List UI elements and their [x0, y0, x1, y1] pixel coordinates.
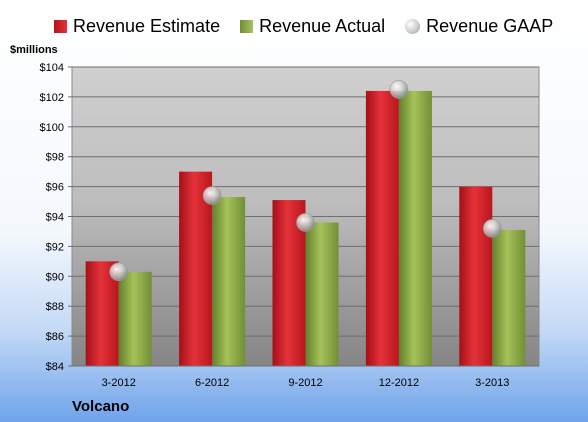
bar-revenue-actual — [305, 222, 339, 366]
plot-area: $84 $86 $88 $90 $92 $94 $96 $98 $100 $102 $104 3-20… — [40, 62, 540, 389]
x-tick-label: 6-2012 — [195, 377, 229, 389]
x-tick-label: 12-2012 — [379, 377, 419, 389]
bar-revenue-actual — [118, 271, 152, 366]
y-axis-unit-label: $millions — [10, 44, 58, 56]
marker-revenue-gaap — [109, 262, 128, 282]
y-tick-label: $98 — [46, 152, 64, 164]
legend-label-estimate: Revenue Estimate — [73, 16, 221, 36]
legend-item-actual: Revenue Actual — [240, 16, 385, 37]
bar-revenue-actual — [492, 229, 526, 366]
marker-revenue-gaap — [202, 186, 222, 205]
bar-revenue-estimate — [179, 171, 213, 366]
x-tick-label: 3-2012 — [102, 377, 136, 389]
y-tick-label: $100 — [40, 122, 64, 134]
y-tick-label: $90 — [46, 271, 64, 283]
y-tick-label: $96 — [46, 182, 64, 194]
legend-label-gaap: Revenue GAAP — [426, 16, 554, 36]
marker-revenue-gaap — [389, 80, 409, 99]
company-name: Volcano — [72, 398, 130, 415]
marker-revenue-gaap — [296, 213, 315, 232]
bar-revenue-estimate — [459, 186, 493, 366]
y-tick-label: $102 — [40, 92, 64, 104]
y-tick-label: $94 — [46, 212, 64, 224]
y-tick-label: $92 — [46, 241, 64, 253]
y-tick-label: $104 — [40, 62, 64, 74]
x-tick-label: 3-2013 — [475, 377, 509, 389]
legend-item-estimate: Revenue Estimate — [54, 16, 220, 37]
legend-swatch-estimate — [54, 20, 67, 33]
y-tick-label: $84 — [46, 361, 64, 373]
bar-revenue-estimate — [365, 90, 399, 367]
legend-swatch-gaap — [405, 19, 421, 34]
legend: Revenue Estimate Revenue Actual Revenue … — [54, 16, 573, 37]
marker-revenue-gaap — [482, 219, 502, 238]
legend-swatch-actual — [240, 20, 254, 33]
bar-revenue-actual — [212, 197, 246, 366]
x-tick-label: 9-2012 — [288, 377, 322, 389]
legend-label-actual: Revenue Actual — [259, 16, 386, 36]
y-tick-label: $86 — [46, 331, 64, 343]
y-tick-label: $88 — [46, 301, 64, 313]
bar-revenue-actual — [398, 90, 432, 367]
legend-item-gaap: Revenue GAAP — [405, 16, 553, 37]
